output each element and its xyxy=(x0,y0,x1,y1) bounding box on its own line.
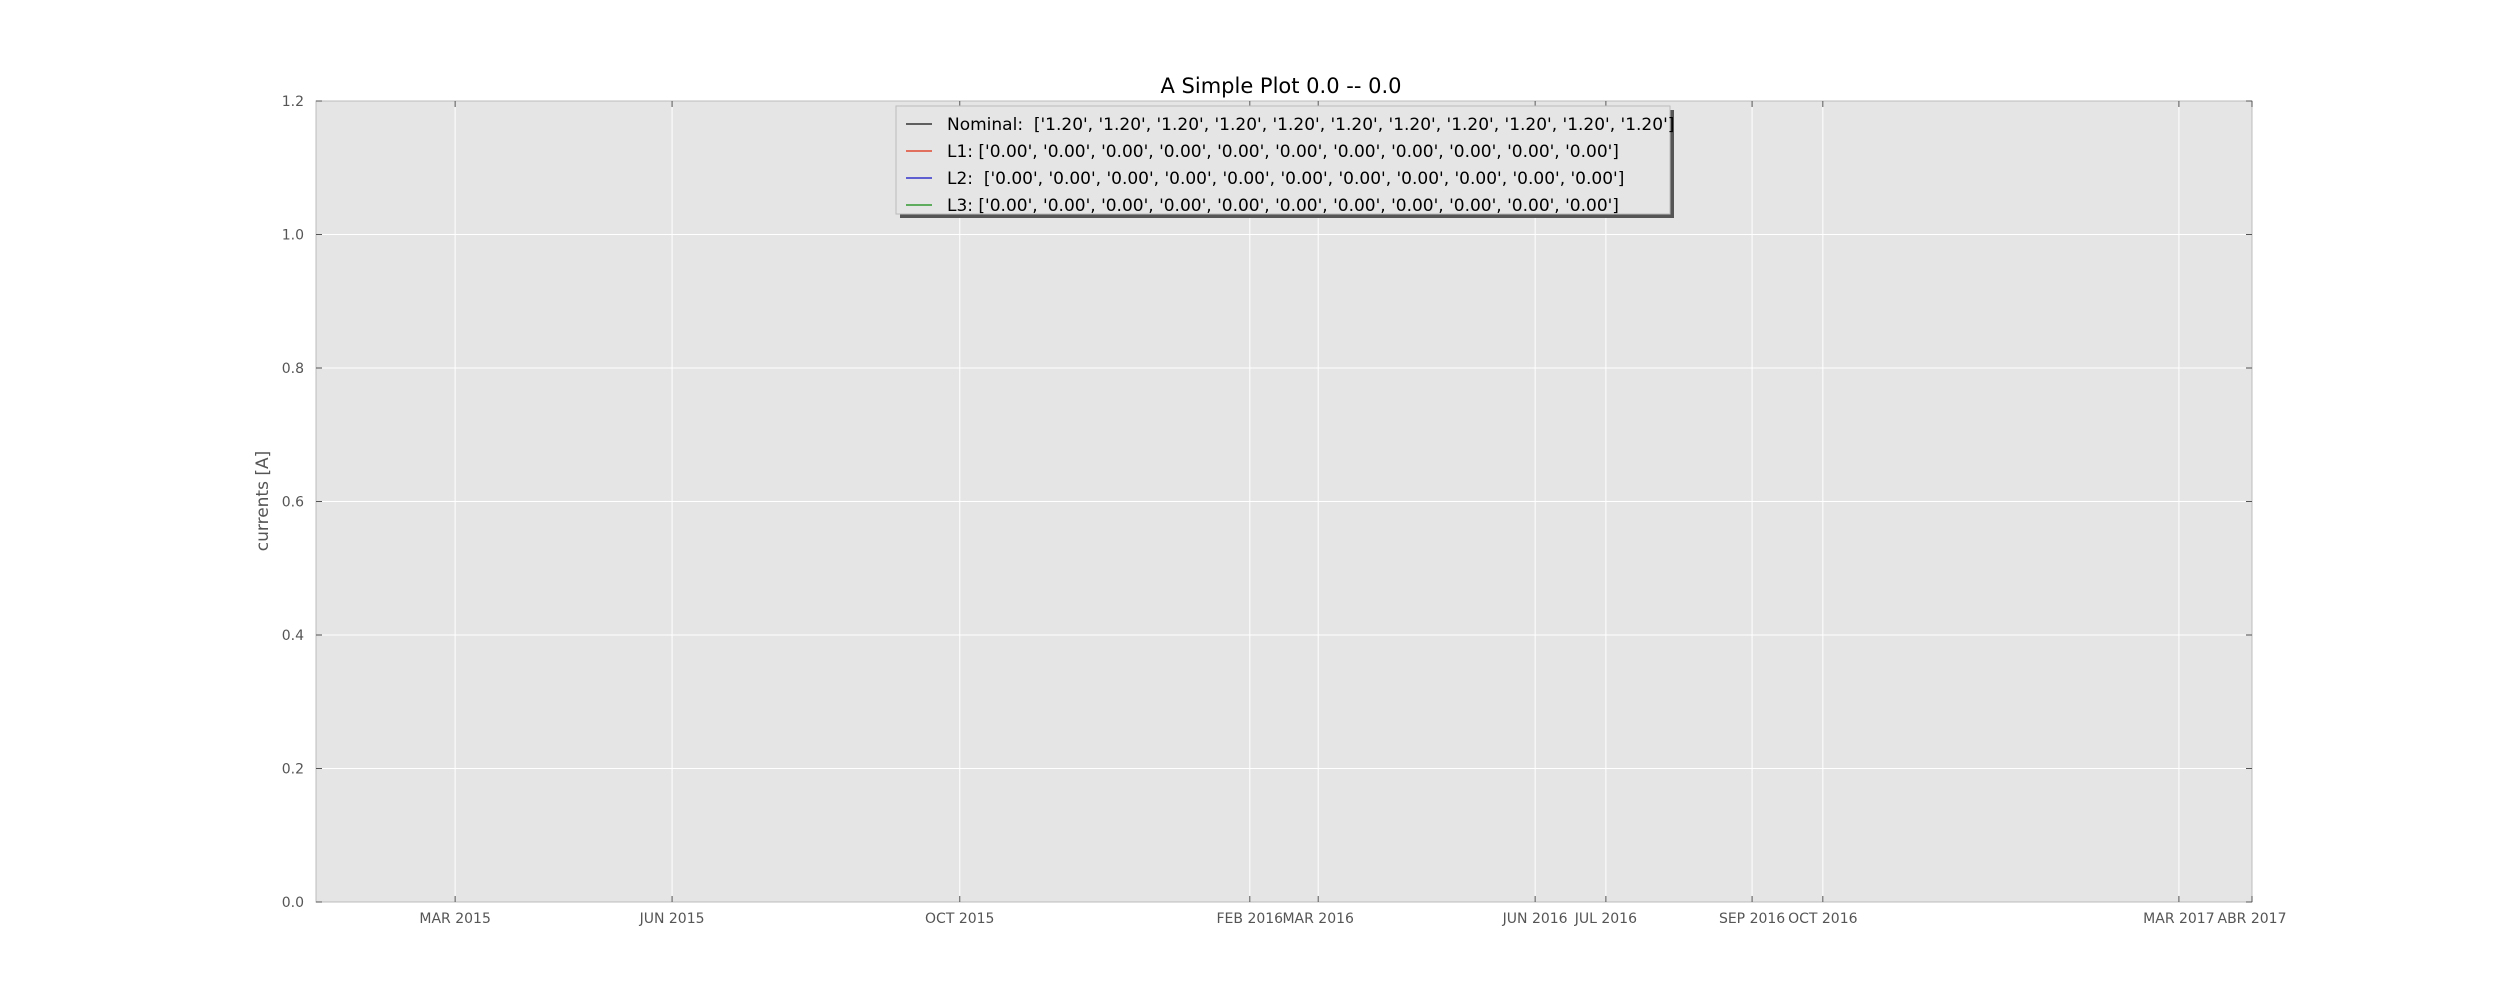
x-tick-label: MAR 2015 xyxy=(419,911,490,927)
x-tick-label: FEB 2016 xyxy=(1217,911,1284,927)
legend-label: L3: ['0.00', '0.00', '0.00', '0.00', '0.… xyxy=(947,196,1619,216)
x-tick-label: JUN 2016 xyxy=(1502,911,1568,927)
axis-ticks xyxy=(316,100,2253,903)
x-tick-label: OCT 2016 xyxy=(1788,911,1858,927)
x-tick-labels: MAR 2015 JUN 2015 OCT 2015 FEB 2016 MAR 2016… xyxy=(419,911,2286,927)
x-tick-label: JUL 2016 xyxy=(1574,911,1637,927)
legend-label: L2: ['0.00', '0.00', '0.00', '0.00', '0.… xyxy=(947,169,1624,189)
chart-title: A Simple Plot 0.0 -- 0.0 xyxy=(1161,74,1402,98)
legend-label: L1: ['0.00', '0.00', '0.00', '0.00', '0.… xyxy=(947,142,1619,162)
legend-box xyxy=(895,105,1671,215)
legend-entries: Nominal: ['1.20', '1.20', '1.20', '1.20'… xyxy=(906,115,1674,216)
y-tick-label: 0.0 xyxy=(282,895,304,911)
y-tick-label: 0.2 xyxy=(282,762,304,778)
y-tick-label: 0.6 xyxy=(282,495,304,511)
x-tick-label: JUN 2015 xyxy=(639,911,705,927)
y-tick-label: 0.4 xyxy=(282,628,304,644)
legend-label: Nominal: ['1.20', '1.20', '1.20', '1.20'… xyxy=(947,115,1674,135)
y-tick-label: 0.8 xyxy=(282,361,304,377)
x-tick-label: ABR 2017 xyxy=(2218,911,2287,927)
legend: Nominal: ['1.20', '1.20', '1.20', '1.20'… xyxy=(895,105,1674,218)
x-tick-label: OCT 2015 xyxy=(925,911,994,927)
y-axis-title: currents [A] xyxy=(253,451,273,551)
x-tick-label: MAR 2016 xyxy=(1282,911,1354,927)
x-tick-label: MAR 2017 xyxy=(2143,911,2214,927)
y-tick-labels: 0.0 0.2 0.4 0.6 0.8 1.0 1.2 xyxy=(282,94,304,911)
y-tick-label: 1.2 xyxy=(282,94,304,110)
x-tick-label: SEP 2016 xyxy=(1719,911,1785,927)
y-tick-label: 1.0 xyxy=(282,228,304,244)
